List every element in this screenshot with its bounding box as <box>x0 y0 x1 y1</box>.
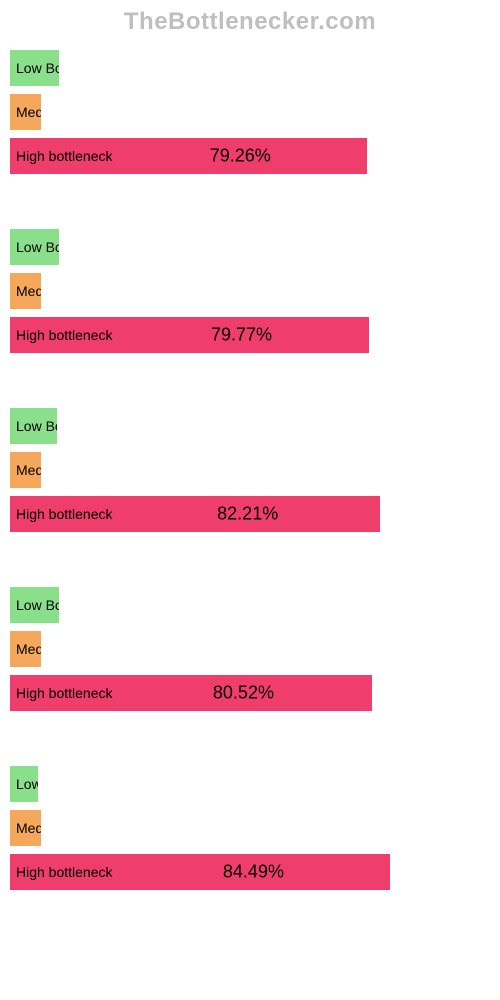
bar-label: High bottleneck <box>16 685 113 701</box>
bar-label-clip: Medium bottleneck <box>10 94 41 130</box>
bar-label-clip: Low Bottleneck <box>10 408 57 444</box>
bar-label-clip: Medium bottleneck <box>10 631 41 667</box>
bar-label: High bottleneck <box>16 864 113 880</box>
bar-value-label: 79.26% <box>210 146 271 167</box>
bar-value-label: 84.49% <box>223 862 284 883</box>
bar-label: Low Bottleneck <box>16 60 59 76</box>
chart-bar: High bottleneck <box>10 675 372 711</box>
chart-bar: High bottleneck <box>10 496 380 532</box>
bar-value-label: 79.77% <box>211 325 272 346</box>
bar-label: Medium bottleneck <box>16 462 41 478</box>
bar-label-clip: Low Bottleneck <box>10 50 59 86</box>
bar-label: Medium bottleneck <box>16 641 41 657</box>
bar-label-clip: Low Bottleneck <box>10 766 38 802</box>
chart-group: Low Bottleneck Medium bottleneck High bott… <box>10 408 460 532</box>
bar-label-clip: Low Bottleneck <box>10 587 59 623</box>
bar-label: High bottleneck <box>16 148 113 164</box>
bar-label: Low Bottleneck <box>16 418 57 434</box>
bar-label: Medium bottleneck <box>16 283 41 299</box>
chart-bar: High bottleneck <box>10 854 390 890</box>
bar-label-clip: Medium bottleneck <box>10 273 41 309</box>
watermark-text: TheBottlenecker.com <box>0 8 500 36</box>
bar-label: Low Bottleneck <box>16 597 59 613</box>
chart-bar: High bottleneck <box>10 317 369 353</box>
bar-label-clip: Medium bottleneck <box>10 810 41 846</box>
chart-group: Low Bottleneck Medium bottleneck High bott… <box>10 766 460 890</box>
bar-label: Medium bottleneck <box>16 820 41 836</box>
bar-label: High bottleneck <box>16 506 113 522</box>
chart-group: Low Bottleneck Medium bottleneck High bott… <box>10 587 460 711</box>
chart-group: Low Bottleneck Medium bottleneck High bott… <box>10 50 460 174</box>
bar-label: High bottleneck <box>16 327 113 343</box>
bar-label: Low Bottleneck <box>16 776 38 792</box>
bar-value-label: 82.21% <box>217 504 278 525</box>
bottleneck-chart: Low Bottleneck Medium bottleneck High bott… <box>10 50 460 980</box>
chart-group: Low Bottleneck Medium bottleneck High bott… <box>10 229 460 353</box>
bar-value-label: 80.52% <box>213 683 274 704</box>
chart-bar: High bottleneck <box>10 138 367 174</box>
bar-label: Medium bottleneck <box>16 104 41 120</box>
bar-label: Low Bottleneck <box>16 239 59 255</box>
bar-label-clip: Medium bottleneck <box>10 452 41 488</box>
bar-label-clip: Low Bottleneck <box>10 229 59 265</box>
